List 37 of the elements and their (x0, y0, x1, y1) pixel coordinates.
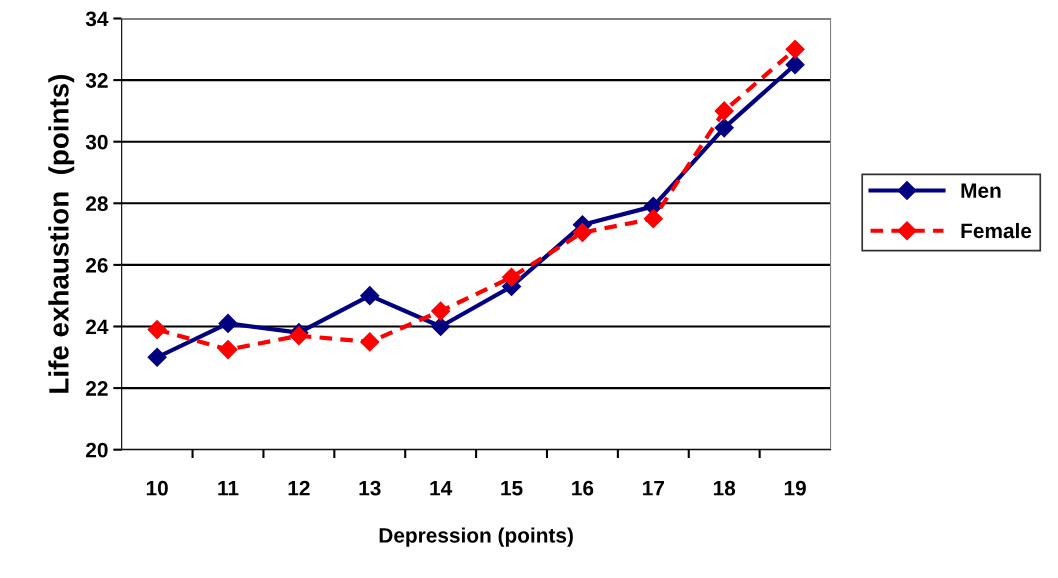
point (431, 316, 451, 337)
y-tick-label: 20 (86, 442, 108, 458)
y-tick-label: 34 (85, 11, 109, 27)
point (714, 118, 734, 138)
point (360, 332, 380, 352)
point (147, 347, 167, 367)
y-axis-title: Life exhaustion (points) (48, 74, 75, 393)
legend-label: Female (961, 222, 1032, 239)
point (218, 313, 238, 333)
point (714, 101, 734, 121)
x-tick-label: 14 (430, 481, 453, 496)
point (431, 301, 451, 321)
x-tick-label: 17 (643, 481, 664, 496)
x-tick-label: 19 (784, 480, 806, 496)
legend-label: Men (961, 183, 1001, 198)
point (218, 340, 238, 360)
point (785, 55, 805, 75)
point (360, 286, 380, 306)
y-tick-label: 24 (86, 319, 109, 335)
y-tick-label: 28 (86, 196, 108, 212)
x-tick-label: 12 (288, 480, 310, 496)
x-tick-label: 11 (218, 481, 239, 496)
y-tick-label: 22 (86, 381, 108, 396)
x-axis-title: Depression (points) (379, 527, 573, 547)
y-tick-label: 26 (86, 257, 108, 273)
y-tick-label: 32 (85, 73, 108, 88)
point (147, 320, 167, 340)
x-tick-label: 18 (713, 480, 736, 496)
point (785, 39, 805, 59)
point (502, 267, 522, 287)
x-tick-label: 15 (501, 481, 523, 496)
y-tick-label: 30 (85, 134, 108, 150)
x-tick-label: 10 (146, 480, 168, 496)
x-tick-label: 16 (572, 480, 594, 496)
point (572, 223, 592, 243)
x-tick-label: 13 (359, 480, 381, 496)
point (643, 209, 663, 229)
